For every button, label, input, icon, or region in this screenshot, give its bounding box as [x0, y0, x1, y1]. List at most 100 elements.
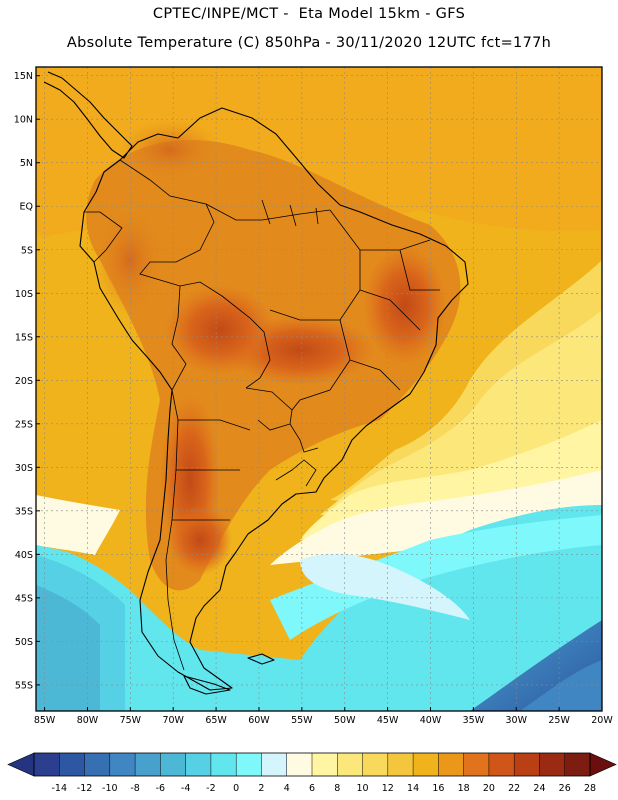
lon-label: 20W	[591, 715, 613, 726]
colorbar-label: 20	[483, 783, 495, 794]
lon-label: 30W	[506, 715, 528, 726]
lat-label: 35S	[15, 506, 33, 517]
border-chile-argentina	[165, 389, 185, 671]
colorbar-label: -10	[102, 783, 118, 794]
colorbar-label: 10	[356, 783, 368, 794]
colorbar-label: -12	[77, 783, 93, 794]
colorbar-label: 26	[559, 783, 571, 794]
states-brazil-c	[291, 319, 401, 411]
lat-label: 55S	[15, 680, 33, 691]
map-frame	[35, 66, 603, 712]
border-ecuador	[84, 211, 123, 263]
colorbar-swatch	[185, 753, 212, 776]
field-pacific-west-yellow	[36, 230, 130, 560]
temperature-field	[36, 67, 602, 711]
field-light-cyan	[270, 515, 602, 640]
lon-label: 75W	[120, 715, 142, 726]
colorbar-swatch	[413, 753, 439, 776]
lat-label: 5S	[21, 245, 33, 256]
colorbar-swatch	[286, 753, 313, 776]
field-antarctic-blue	[520, 660, 602, 711]
lon-label: 65W	[205, 715, 227, 726]
colorbar-label: 24	[533, 783, 545, 794]
colorbar-label: 2	[258, 783, 264, 794]
lon-label: 60W	[248, 715, 270, 726]
lon-label: 40W	[420, 715, 442, 726]
lon-label: 25W	[548, 715, 570, 726]
lat-label: 10N	[14, 115, 33, 126]
lon-label: 45W	[377, 715, 399, 726]
border-brazil-north	[205, 203, 331, 221]
lat-label: 50S	[15, 637, 33, 648]
colorbar-swatch	[261, 753, 288, 776]
colorbar-swatch	[210, 753, 237, 776]
colorbar-swatch	[387, 753, 414, 776]
lat-label: 20S	[15, 376, 33, 387]
colorbar-label: 14	[407, 783, 419, 794]
lat-label: 15S	[15, 332, 33, 343]
coastlines	[43, 71, 469, 695]
colorbar-label: -6	[156, 783, 165, 794]
lat-label: EQ	[20, 202, 33, 213]
country-borders	[84, 159, 440, 671]
colorbar-swatch	[34, 753, 60, 776]
states-brazil-a	[269, 209, 361, 321]
colorbar-over-arrow	[589, 752, 617, 777]
lat-label: 45S	[15, 593, 33, 604]
border-peru-bolivia	[171, 285, 187, 391]
field-pacific-white	[36, 495, 120, 555]
border-uruguay	[275, 459, 317, 487]
colorbar-swatch	[236, 753, 262, 776]
colorbar-swatch	[59, 753, 85, 776]
colorbar-label: 22	[508, 783, 520, 794]
lat-label: 30S	[15, 463, 33, 474]
hotspot-venezuela	[120, 120, 220, 180]
colorbar-label: -2	[206, 783, 215, 794]
colorbar-label: 28	[584, 783, 596, 794]
falkland-islands	[247, 653, 275, 665]
central-america-coastline	[43, 71, 133, 159]
lon-label: 50W	[334, 715, 356, 726]
colorbar-label: 18	[458, 783, 470, 794]
lat-label: 5N	[20, 158, 33, 169]
colorbar-under-arrow	[7, 752, 35, 777]
colorbar-swatch	[337, 753, 363, 776]
hotspot-northeast-brazil	[363, 245, 447, 365]
lat-lon-grid	[36, 67, 602, 711]
border-bolivia-brazil	[221, 295, 271, 389]
longitude-labels: 85W 80W 75W 70W 65W 60W 55W 50W 45W 40W 35W 30W 25W 2…	[34, 707, 613, 726]
colorbar-swatch	[135, 753, 161, 776]
colorbar-label: 12	[382, 783, 394, 794]
colorbar-swatch	[109, 753, 136, 776]
colorbar-swatch	[564, 753, 591, 776]
tierra-del-fuego	[183, 675, 231, 695]
border-brazil-west	[139, 221, 223, 297]
border-colombia-venezuela	[119, 159, 215, 223]
latitude-labels: 15N 10N 5N EQ 5S 10S 15S 20S 25S 30S 35S 40S 45S 50S 5…	[14, 71, 40, 691]
colorbar-frame	[33, 752, 591, 777]
lon-label: 80W	[77, 715, 99, 726]
lon-label: 55W	[291, 715, 313, 726]
lat-label: 40S	[15, 550, 33, 561]
colorbar-swatch	[488, 753, 515, 776]
colorbar-label: 8	[334, 783, 340, 794]
colorbar-swatch	[312, 753, 338, 776]
lon-label: 70W	[162, 715, 184, 726]
states-brazil-b	[359, 239, 440, 331]
colorbar-label: -4	[181, 783, 190, 794]
border-argentina-brazil	[289, 423, 319, 453]
lat-label: 15N	[14, 71, 33, 82]
border-guianas	[261, 199, 319, 227]
lon-label: 85W	[34, 715, 56, 726]
hotspot-peru	[95, 205, 165, 315]
colorbar-swatch	[463, 753, 490, 776]
colorbar: -14 -12 -10 -8 -6 -4 -2 0 2 4 6 8 10 12 14 16 18 20 22 24 26…	[7, 752, 617, 794]
colorbar-swatch	[84, 753, 111, 776]
hotspot-patagonia	[168, 505, 232, 575]
hotspot-gran-chaco	[165, 285, 275, 375]
colorbar-label: -14	[52, 783, 68, 794]
states-argentina	[172, 419, 251, 521]
field-pacific-blue	[36, 585, 100, 711]
colorbar-label: 16	[432, 783, 444, 794]
